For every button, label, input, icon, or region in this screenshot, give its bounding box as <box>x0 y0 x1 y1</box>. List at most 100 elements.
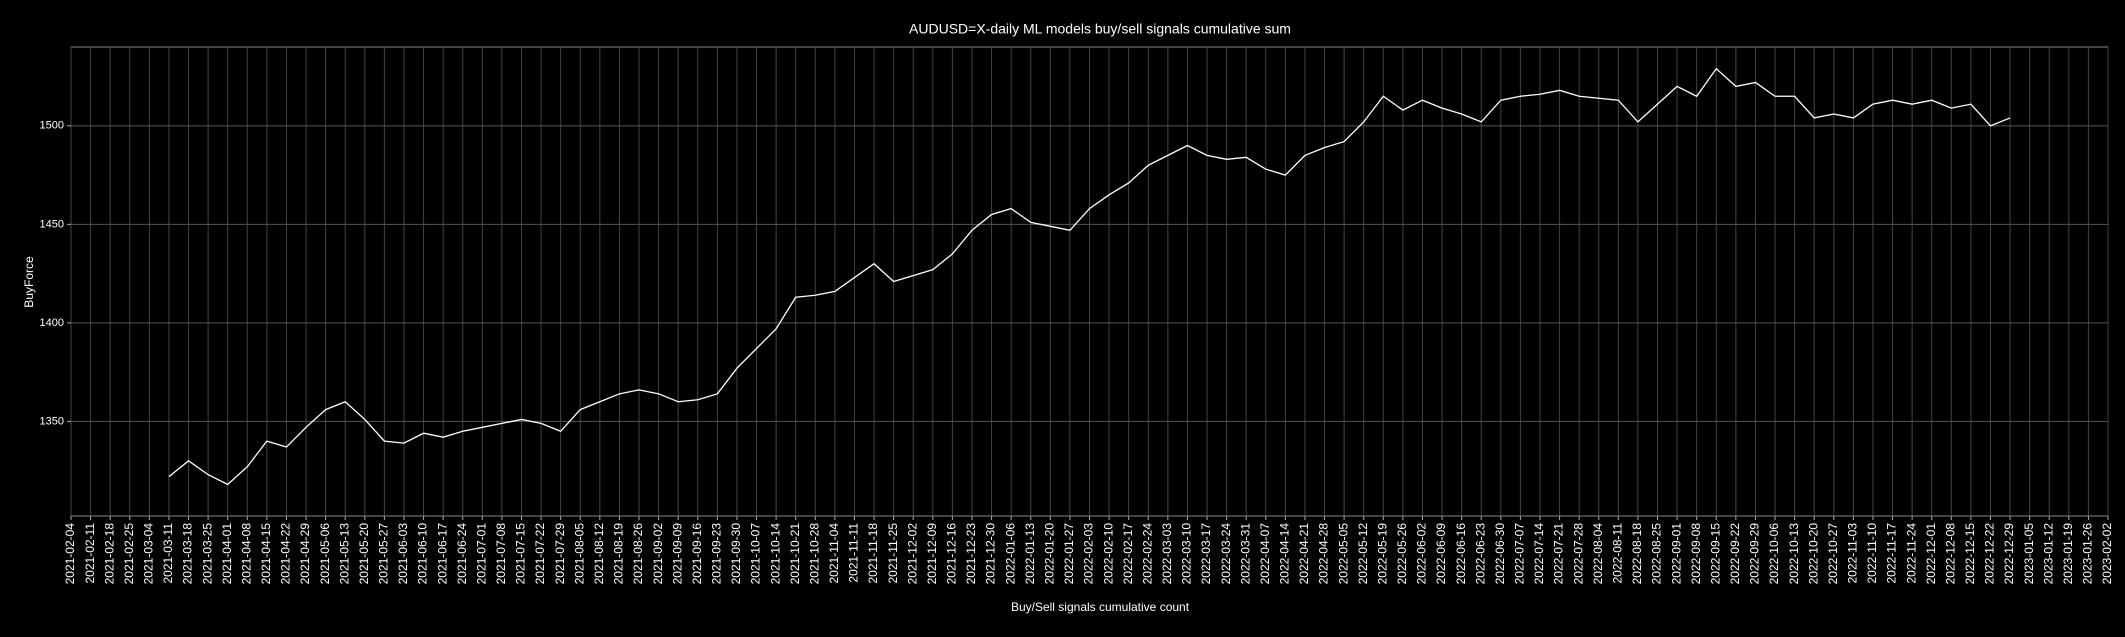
y-axis-label: BuyForce <box>22 256 36 308</box>
x-tick-label: 2022-12-15 <box>1963 523 1977 585</box>
x-tick-label: 2021-07-15 <box>514 523 528 585</box>
x-tick-label: 2021-10-14 <box>768 523 782 585</box>
x-tick-label: 2022-12-22 <box>1983 523 1997 585</box>
x-tick-label: 2021-10-07 <box>749 523 763 585</box>
x-tick-label: 2021-08-05 <box>572 523 586 585</box>
x-tick-label: 2022-12-29 <box>2002 523 2016 585</box>
x-tick-label: 2021-07-22 <box>533 523 547 585</box>
x-tick-label: 2022-06-16 <box>1454 523 1468 585</box>
x-tick-label: 2021-09-02 <box>651 523 665 585</box>
x-tick-label: 2022-02-17 <box>1121 523 1135 585</box>
x-tick-label: 2022-10-13 <box>1787 523 1801 585</box>
x-tick-label: 2023-01-05 <box>2022 523 2036 585</box>
x-tick-label: 2021-09-23 <box>710 523 724 585</box>
x-tick-label: 2021-03-04 <box>142 523 156 585</box>
x-tick-label: 2022-04-14 <box>1278 523 1292 585</box>
x-tick-label: 2022-05-05 <box>1336 523 1350 585</box>
x-tick-label: 2021-07-29 <box>553 523 567 585</box>
x-tick-label: 2021-10-28 <box>807 523 821 585</box>
x-tick-label: 2023-01-12 <box>2041 523 2055 585</box>
x-tick-label: 2022-12-01 <box>1924 523 1938 585</box>
data-line <box>168 67 2011 486</box>
x-tick-label: 2022-09-22 <box>1728 523 1742 585</box>
x-tick-label: 2021-09-30 <box>729 523 743 585</box>
x-tick-label: 2021-09-16 <box>690 523 704 585</box>
x-tick-label: 2022-09-29 <box>1748 523 1762 585</box>
x-tick-label: 2022-02-03 <box>1082 523 1096 585</box>
x-tick-label: 2021-05-27 <box>377 523 391 585</box>
x-tick-label: 2021-06-10 <box>416 523 430 585</box>
x-tick-label: 2022-07-28 <box>1571 523 1585 585</box>
x-tick-label: 2022-01-06 <box>1003 523 1017 585</box>
x-tick-label: 2022-06-02 <box>1415 523 1429 585</box>
x-tick-label: 2022-11-17 <box>1885 523 1899 584</box>
x-tick-label: 2021-06-24 <box>455 523 469 585</box>
x-tick-label: 2021-10-21 <box>788 523 802 585</box>
x-tick-label: 2022-12-08 <box>1943 523 1957 585</box>
x-tick-label: 2022-08-11 <box>1611 523 1625 584</box>
x-tick-label: 2021-05-20 <box>357 523 371 585</box>
x-tick-label: 2022-10-20 <box>1806 523 1820 585</box>
x-tick-label: 2022-01-20 <box>1042 523 1056 585</box>
x-tick-label: 2021-11-04 <box>827 523 841 584</box>
x-tick-label: 2022-08-04 <box>1591 523 1605 585</box>
x-tick-label: 2022-04-28 <box>1317 523 1331 585</box>
x-tick-label: 2021-08-19 <box>612 523 626 585</box>
x-tick-label: 2022-01-27 <box>1062 523 1076 585</box>
x-tick-label: 2021-12-09 <box>925 523 939 585</box>
x-tick-label: 2022-10-06 <box>1767 523 1781 585</box>
x-tick-label: 2022-02-24 <box>1140 523 1154 585</box>
x-tick-label: 2021-04-22 <box>279 523 293 585</box>
x-tick-label: 2022-03-31 <box>1238 523 1252 585</box>
x-tick-label: 2022-06-09 <box>1434 523 1448 585</box>
x-axis-label: Buy/Sell signals cumulative count <box>1011 600 1190 614</box>
x-tick-label: 2021-11-11 <box>847 523 861 583</box>
y-tick-label: 1400 <box>40 317 64 329</box>
x-tick-label: 2022-11-24 <box>1904 523 1918 584</box>
x-tick-label: 2022-04-07 <box>1258 523 1272 585</box>
x-tick-label: 2021-06-03 <box>396 523 410 585</box>
x-tick-label: 2021-03-11 <box>161 523 175 584</box>
x-tick-label: 2022-05-26 <box>1395 523 1409 585</box>
x-tick-label: 2021-12-02 <box>905 523 919 585</box>
x-tick-label: 2022-02-10 <box>1101 523 1115 585</box>
x-tick-label: 2021-04-08 <box>239 523 253 585</box>
x-tick-label: 2023-01-26 <box>2081 523 2095 585</box>
x-tick-label: 2022-09-01 <box>1669 523 1683 585</box>
x-tick-label: 2021-12-16 <box>945 523 959 585</box>
x-tick-label: 2022-07-14 <box>1532 523 1546 585</box>
x-tick-label: 2021-05-06 <box>318 523 332 585</box>
x-tick-label: 2022-01-13 <box>1023 523 1037 585</box>
x-tick-label: 2022-05-19 <box>1375 523 1389 585</box>
x-tick-label: 2021-02-04 <box>63 523 77 585</box>
x-tick-label: 2021-04-29 <box>298 523 312 585</box>
x-tick-label: 2021-03-25 <box>200 523 214 585</box>
chart-title: AUDUSD=X-daily ML models buy/sell signal… <box>909 21 1291 37</box>
x-tick-label: 2022-08-18 <box>1630 523 1644 585</box>
x-tick-label: 2022-06-30 <box>1493 523 1507 585</box>
x-tick-label: 2021-06-17 <box>435 523 449 585</box>
x-tick-label: 2021-11-18 <box>866 523 880 584</box>
y-tick-label: 1500 <box>40 120 64 132</box>
x-tick-label: 2022-09-08 <box>1689 523 1703 585</box>
x-tick-label: 2021-02-18 <box>102 523 116 585</box>
x-tick-label: 2022-03-03 <box>1160 523 1174 585</box>
x-tick-label: 2021-04-01 <box>220 523 234 585</box>
x-tick-label: 2021-03-18 <box>181 523 195 585</box>
x-tick-label: 2022-03-24 <box>1219 523 1233 585</box>
x-tick-label: 2021-12-23 <box>964 523 978 585</box>
x-tick-label: 2022-03-10 <box>1180 523 1194 585</box>
x-tick-label: 2022-07-07 <box>1513 523 1527 585</box>
x-tick-label: 2022-11-10 <box>1865 523 1879 584</box>
x-tick-label: 2022-03-17 <box>1199 523 1213 585</box>
x-tick-label: 2022-04-21 <box>1297 523 1311 585</box>
x-tick-label: 2021-11-25 <box>886 523 900 584</box>
y-tick-label: 1350 <box>40 415 64 427</box>
x-tick-label: 2023-02-02 <box>2100 523 2114 585</box>
x-tick-label: 2021-07-01 <box>474 523 488 585</box>
x-tick-label: 2021-08-12 <box>592 523 606 585</box>
x-tick-label: 2021-07-08 <box>494 523 508 585</box>
x-tick-label: 2021-12-30 <box>984 523 998 585</box>
